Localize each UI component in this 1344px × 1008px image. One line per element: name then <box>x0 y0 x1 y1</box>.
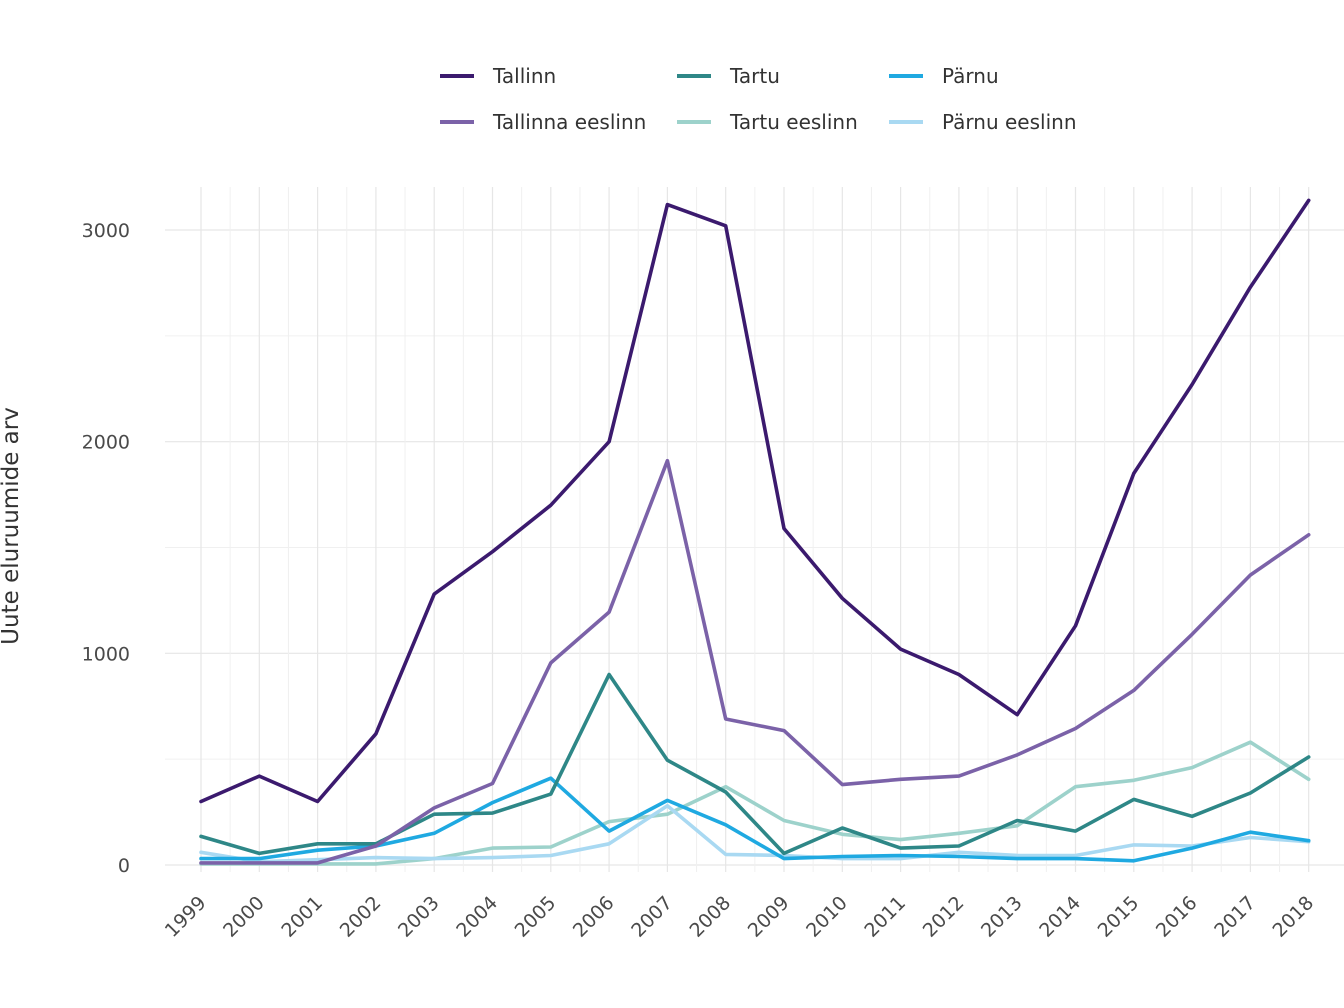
y-tick-label: 2000 <box>82 432 130 454</box>
y-axis-title: Uute eluruumide arv <box>0 407 24 645</box>
legend-label: Tallinn <box>492 64 556 88</box>
series-line-pärnu <box>199 776 1311 863</box>
series-line-tallinna-eeslinn <box>199 458 1311 865</box>
x-tick-label: 2001 <box>277 892 327 942</box>
x-tick-label: 2008 <box>685 892 735 942</box>
legend-item: Pärnu <box>889 64 999 88</box>
x-tick-label: 2000 <box>219 892 269 942</box>
legend-item: Tallinn <box>440 64 556 88</box>
legend-item: Tartu <box>677 64 780 88</box>
y-tick-label: 3000 <box>82 220 130 242</box>
legend-label: Tartu eeslinn <box>729 110 858 134</box>
y-axis: 0 1000 2000 3000 <box>82 220 130 877</box>
x-tick-label: 2012 <box>919 892 969 942</box>
x-tick-label: 1999 <box>161 892 211 942</box>
x-tick-label: 2002 <box>336 892 386 942</box>
x-tick-label: 2007 <box>627 892 677 942</box>
x-tick-label: 2014 <box>1035 892 1085 942</box>
legend-item: Tallinna eeslinn <box>440 110 646 134</box>
x-tick-label: 2017 <box>1210 892 1260 942</box>
x-tick-label: 2010 <box>802 892 852 942</box>
x-tick-label: 2015 <box>1094 892 1144 942</box>
legend-label: Tallinna eeslinn <box>492 110 646 134</box>
y-tick-label: 0 <box>118 855 130 877</box>
x-tick-label: 2018 <box>1268 892 1318 942</box>
x-tick-label: 2011 <box>860 892 910 942</box>
x-tick-label: 2006 <box>569 892 619 942</box>
x-tick-label: 2005 <box>511 892 561 942</box>
x-tick-label: 2016 <box>1152 892 1202 942</box>
x-tick-label: 2009 <box>744 892 794 942</box>
x-axis: 1999 2000 2001 2002 2003 2004 2005 2006 2007 2008… <box>161 892 1318 942</box>
series-line-tartu-eeslinn <box>199 740 1311 866</box>
x-tick-label: 2003 <box>394 892 444 942</box>
legend-label: Pärnu eeslinn <box>942 110 1077 134</box>
legend-label: Tartu <box>729 64 780 88</box>
grid <box>165 187 1344 872</box>
series-line-pärnu-eeslinn <box>199 803 1311 864</box>
series-line-tallinn <box>199 198 1311 804</box>
x-tick-label: 2013 <box>977 892 1027 942</box>
legend-item: Tartu eeslinn <box>677 110 858 134</box>
x-tick-label: 2004 <box>452 892 502 942</box>
y-tick-label: 1000 <box>82 643 130 665</box>
legend: Tallinn Tartu Pärnu Tallinna eeslinn Tartu e… <box>440 64 1077 134</box>
legend-item: Pärnu eeslinn <box>889 110 1077 134</box>
series-lines <box>199 198 1311 866</box>
legend-label: Pärnu <box>942 64 999 88</box>
